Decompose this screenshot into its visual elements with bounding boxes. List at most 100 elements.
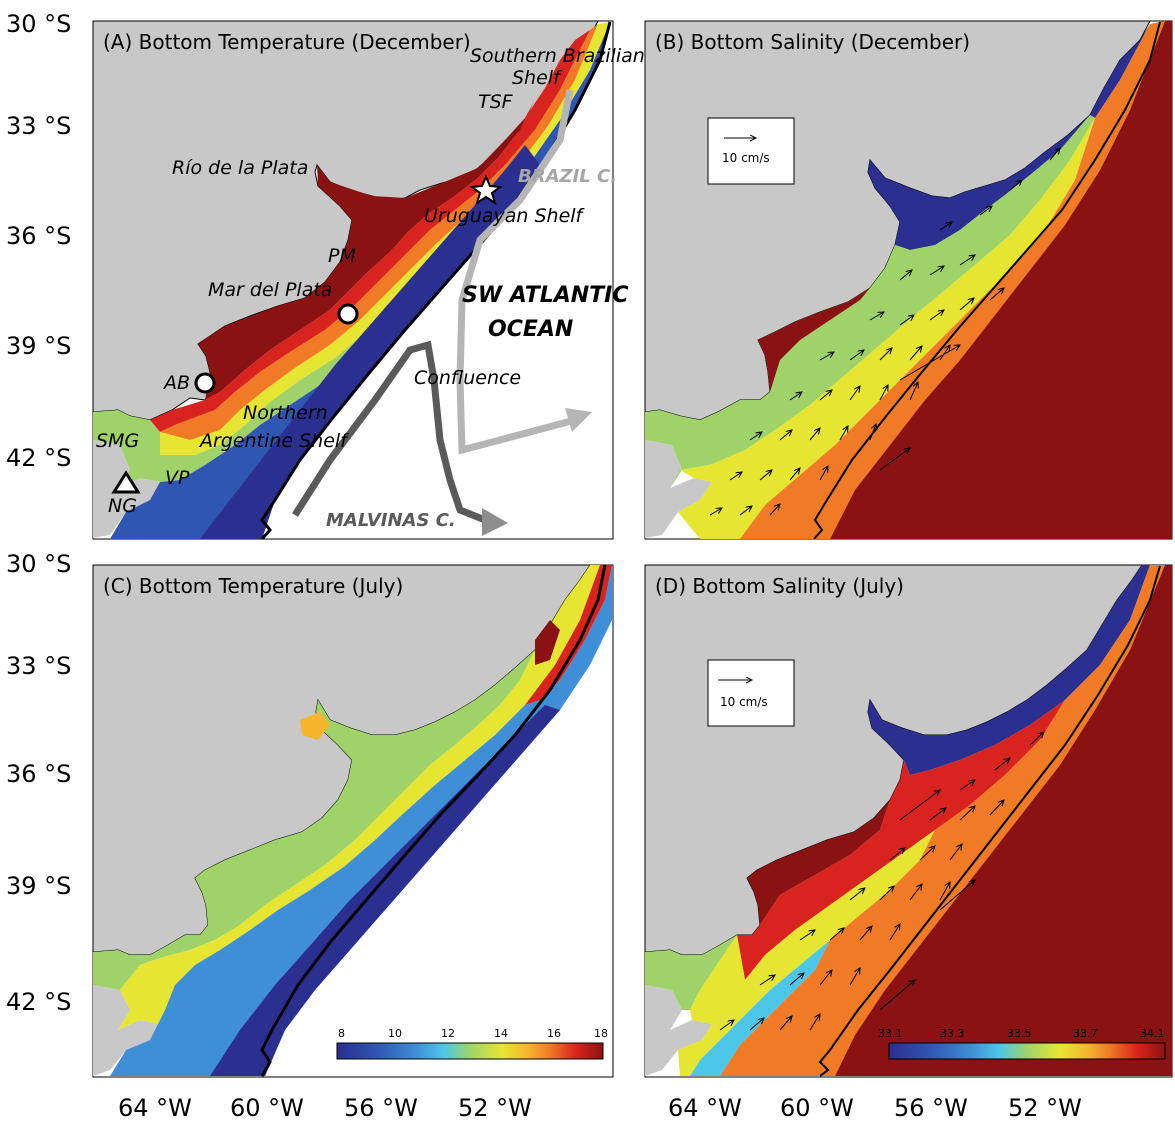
- land-mass: [93, 985, 160, 1076]
- colorbar-tick: 33.3: [940, 1027, 965, 1040]
- colorbar-tick: 12: [441, 1027, 455, 1040]
- shelf-yellow: [678, 830, 935, 1076]
- colorbar-tick: 33.7: [1073, 1027, 1098, 1040]
- velocity-scale-label: 10 cm/s: [722, 151, 770, 165]
- shelf-warm-water: [198, 100, 535, 400]
- velocity-vectors: [709, 148, 1060, 516]
- shelf-orange-patch: [300, 712, 330, 740]
- lat-tick-label: 39 °S: [6, 332, 71, 360]
- place-label: AB: [162, 372, 190, 394]
- colorbar-tick: 33.5: [1007, 1027, 1032, 1040]
- land-mass: [645, 440, 712, 538]
- lon-tick-label: 56 °W: [344, 1094, 418, 1122]
- shelf-break-isobath: [813, 21, 1161, 540]
- shelf-break-isobath: [260, 564, 607, 1077]
- place-label: NG: [108, 495, 137, 517]
- panel-d-bottom-salinity-july: 10 cm/s 33.1 33.3 33.5 33.7 34.1 (D) Bot…: [644, 564, 1173, 1078]
- salinity-colorbar: 33.1 33.3 33.5 33.7 34.1: [878, 1027, 1166, 1060]
- lat-tick-label: 36 °S: [6, 222, 71, 250]
- lon-tick-label: 60 °W: [230, 1094, 304, 1122]
- station-marker-mar-del-plata: [337, 303, 359, 325]
- place-label: PM: [328, 245, 356, 267]
- lon-tick-label: 52 °W: [458, 1094, 532, 1122]
- velocity-vectors: [719, 732, 1044, 1031]
- deep-cold-water: [110, 565, 612, 1076]
- station-marker-triangle: [111, 470, 141, 494]
- lon-tick-label: 64 °W: [668, 1094, 742, 1122]
- lat-tick-label: 42 °S: [6, 444, 71, 472]
- lat-tick-label: 36 °S: [6, 760, 71, 788]
- slope-dark-red: [835, 565, 1172, 1076]
- lon-tick-label: 64 °W: [118, 1094, 192, 1122]
- river-plume-fresh: [868, 115, 1090, 250]
- place-label: Southern Brazilian: [470, 45, 645, 67]
- ocean-label: OCEAN: [488, 317, 573, 342]
- colorbar-tick: 18: [594, 1027, 608, 1040]
- shelf-green: [645, 115, 1095, 488]
- temperature-colorbar: 8 10 12 14 16 18: [336, 1027, 608, 1060]
- malvinas-current-label: MALVINAS C.: [326, 510, 456, 531]
- lat-tick-label: 42 °S: [6, 988, 71, 1016]
- lat-tick-label: 30 °S: [6, 10, 71, 38]
- panel-b-bottom-salinity-december: 10 cm/s (B) Bottom Salinity (December): [644, 20, 1173, 540]
- brazil-current-label: BRAZIL C.: [518, 166, 617, 187]
- lat-tick-label: 30 °S: [6, 550, 71, 578]
- colorbar-tick: 14: [494, 1027, 508, 1040]
- outer-shelf-orange: [720, 565, 1165, 1076]
- colorbar-tick: 8: [338, 1027, 345, 1040]
- latitude-axis-bottom: 30 °S 33 °S 36 °S 39 °S 42 °S: [6, 550, 71, 1016]
- place-label: SMG: [96, 430, 139, 452]
- inner-shelf-dark-red: [747, 800, 890, 925]
- panel-title: (B) Bottom Salinity (December): [655, 30, 970, 54]
- colorbar-tick: 34.1: [1140, 1027, 1165, 1040]
- lon-tick-label: 56 °W: [894, 1094, 968, 1122]
- river-plume-fresh: [868, 565, 1150, 775]
- brazil-current-arrowhead: [565, 408, 592, 432]
- shelf-green: [93, 650, 535, 990]
- panel-a-bottom-temperature-december: (A) Bottom Temperature (December) Southe…: [92, 20, 645, 540]
- station-marker-ab: [194, 372, 216, 394]
- slope-dark-red: [830, 21, 1172, 539]
- shelf-cyan: [690, 940, 830, 1076]
- brazilian-coastal-fresh: [1090, 24, 1150, 118]
- deep-coldest-water: [200, 145, 540, 539]
- place-label: Northern: [243, 402, 328, 424]
- place-label: VP: [165, 467, 190, 489]
- lat-tick-label: 33 °S: [6, 652, 71, 680]
- shelf-red: [737, 700, 1065, 980]
- malvinas-current-arrow: [292, 340, 487, 524]
- place-label: TSF: [478, 91, 514, 113]
- shelf-break-isobath: [818, 565, 1161, 1077]
- latitude-axis-top: 30 °S 33 °S 36 °S 39 °S 42 °S: [6, 10, 71, 472]
- lat-tick-label: 33 °S: [6, 112, 71, 140]
- place-label: Río de la Plata: [172, 157, 308, 179]
- longitude-axis-right: 64 °W 60 °W 56 °W 52 °W: [668, 1094, 1082, 1122]
- panel-c-bottom-temperature-july: 8 10 12 14 16 18 (C) Bottom Temperature …: [92, 564, 614, 1078]
- place-label: Shelf: [512, 67, 563, 89]
- colorbar-tick: 10: [388, 1027, 402, 1040]
- lon-tick-label: 52 °W: [1008, 1094, 1082, 1122]
- velocity-scale-box: 10 cm/s: [707, 117, 795, 185]
- shelf-yellow: [118, 565, 600, 1040]
- brazil-current-arrow: [456, 89, 576, 455]
- panel-title: (D) Bottom Salinity (July): [655, 574, 904, 598]
- lon-tick-label: 60 °W: [780, 1094, 854, 1122]
- colorbar-tick: 16: [547, 1027, 561, 1040]
- inner-shelf-dark-red: [758, 288, 870, 392]
- shelf-green: [645, 935, 737, 1010]
- ocean-label: SW ATLANTIC: [462, 283, 629, 308]
- velocity-scale-box: 10 cm/s: [707, 659, 795, 727]
- place-label: Argentine Shelf: [198, 430, 350, 452]
- panel-title: (A) Bottom Temperature (December): [103, 30, 471, 54]
- lat-tick-label: 39 °S: [6, 872, 71, 900]
- malvinas-current-arrowhead: [482, 508, 508, 536]
- deep-cold-water: [110, 22, 610, 539]
- velocity-scale-label: 10 cm/s: [720, 695, 768, 709]
- longitude-axis-left: 64 °W 60 °W 56 °W 52 °W: [118, 1094, 532, 1122]
- colorbar-tick: 33.1: [878, 1027, 903, 1040]
- place-label: Mar del Plata: [208, 279, 332, 301]
- station-marker-star: [469, 174, 503, 206]
- shelf-yellow: [678, 118, 1095, 539]
- land-mass: [645, 985, 712, 1076]
